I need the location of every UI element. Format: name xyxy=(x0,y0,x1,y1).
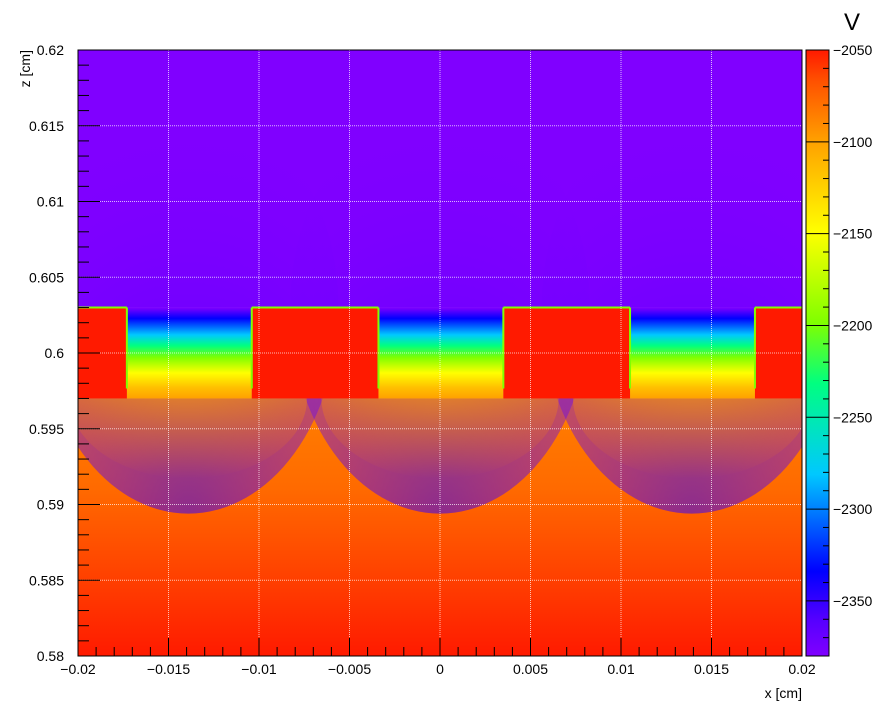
plot-area xyxy=(78,50,802,656)
colorbar-unit-label: V xyxy=(844,9,860,36)
y-tick-label-7: 0.615 xyxy=(29,118,64,134)
x-tick-label-2: −0.01 xyxy=(241,661,277,677)
colorbar xyxy=(805,49,830,657)
colorbar-ticks: −2050 −2100 −2150 −2200 −2250 −2300 −2350 xyxy=(806,42,873,639)
well-1 xyxy=(126,307,252,399)
x-axis-title: x [cm] xyxy=(765,685,802,701)
colorbar-tick-label-6: −2350 xyxy=(833,593,873,609)
x-tick-label-3: −0.005 xyxy=(328,661,371,677)
grid xyxy=(78,50,802,656)
x-tick-label-0: −0.02 xyxy=(60,661,96,677)
x-tick-label-7: 0.015 xyxy=(694,661,729,677)
x-tick-label-5: 0.005 xyxy=(513,661,548,677)
x-tick-label-6: 0.01 xyxy=(607,661,634,677)
colorbar-tick-label-3: −2200 xyxy=(833,317,873,333)
x-tick-label-1: −0.015 xyxy=(147,661,190,677)
x-tick-label-8: 0.02 xyxy=(788,661,815,677)
y-tick-label-5: 0.605 xyxy=(29,269,64,285)
colorbar-tick-label-2: −2150 xyxy=(833,226,873,242)
x-axis: −0.02 −0.015 −0.01 −0.005 0 0.005 0.01 0.015 0.0… xyxy=(60,638,816,677)
y-axis-title: z [cm] xyxy=(17,50,33,87)
y-tick-label-6: 0.61 xyxy=(37,194,64,210)
y-tick-label-1: 0.585 xyxy=(29,572,64,588)
y-tick-label-4: 0.6 xyxy=(45,345,65,361)
colorbar-tick-label-4: −2250 xyxy=(833,409,873,425)
x-tick-label-4: 0 xyxy=(436,661,444,677)
y-tick-label-3: 0.595 xyxy=(29,421,64,437)
y-tick-label-0: 0.58 xyxy=(37,648,64,664)
colorbar-tick-label-0: −2050 xyxy=(833,42,873,58)
y-axis: 0.58 0.585 0.59 0.595 0.6 0.605 0.61 0.615 0.62 xyxy=(29,42,100,664)
y-tick-label-2: 0.59 xyxy=(37,497,64,513)
colorbar-tick-label-1: −2100 xyxy=(833,134,873,150)
colorbar-tick-label-5: −2300 xyxy=(833,501,873,517)
y-tick-label-8: 0.62 xyxy=(37,42,64,58)
